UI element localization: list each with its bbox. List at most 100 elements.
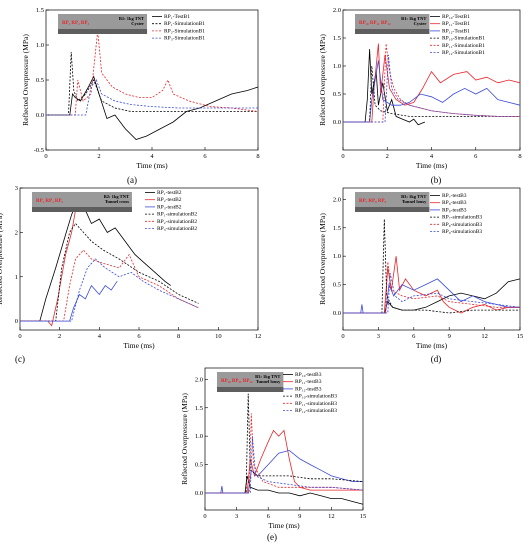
- chart-panel-1: 0 2 4 6 8 0.0 0.5 1.0 1.5 2.0 Time (ms) Reflected O…: [318, 7, 522, 185]
- schematic-points-label: RP₁₀ RP₁₁ RP₁₂: [359, 21, 391, 26]
- schematic-floor: [32, 207, 132, 212]
- series-line: [343, 43, 520, 123]
- schematic-points-label: RP₁₀ RP₁₁ RP₁₂: [221, 379, 253, 384]
- y-tick-label: 1.5: [36, 7, 44, 14]
- x-tick-label: 2: [97, 153, 100, 160]
- x-tick-label: 15: [360, 513, 367, 520]
- legend-label: RP₇-simulationB3: [442, 215, 482, 221]
- x-tick-label: 3: [377, 333, 380, 340]
- schematic-points-label: RP₁ RP₂ RP₃: [36, 199, 63, 204]
- legend-label: RP₁-testB2: [157, 190, 182, 196]
- x-tick-label: 12: [481, 333, 488, 340]
- legend-label: RP₂-SimulationB1: [164, 28, 205, 34]
- x-tick-label: 15: [517, 333, 524, 340]
- series-line: [205, 429, 363, 494]
- legend-label: RP₁-TestB1: [164, 14, 190, 20]
- series-line: [20, 249, 199, 322]
- x-tick-label: 10: [215, 333, 222, 340]
- y-tick-label: 0: [15, 318, 18, 325]
- panel-label: (d): [431, 354, 442, 364]
- x-axis-label: Time (ms): [268, 521, 300, 530]
- x-tick-label: 2: [386, 153, 389, 160]
- y-tick-label: 1.0: [333, 253, 341, 260]
- x-tick-label: 4: [98, 333, 102, 340]
- y-tick-label: 0.5: [333, 282, 341, 289]
- chart-panel-3: 0 3 6 9 12 15 0.0 0.5 1.0 1.5 2.0 Time (ms) Reflecte…: [318, 187, 524, 364]
- x-tick-label: 0: [203, 513, 206, 520]
- legend-label: RP₁₀-TestB1: [442, 14, 470, 20]
- legend-label: RP₃-simulationB2: [157, 226, 197, 232]
- series-line: [343, 278, 521, 314]
- series-line: [205, 436, 364, 494]
- plot-frame: [204, 367, 364, 511]
- schematic-site-label: Tunnel lousy: [256, 379, 281, 384]
- legend-label: RP₁₂-SimulationB1: [442, 50, 485, 56]
- schematic-floor: [217, 387, 284, 392]
- legend-label: RP₈-simulationB3: [442, 222, 482, 228]
- legend-label: RP₈-testB3: [442, 200, 467, 206]
- x-tick-label: 8: [177, 333, 180, 340]
- y-axis-label: Reflected Overpressure (MPa): [0, 213, 4, 305]
- legend-label: RP₁₁-simulationB3: [295, 401, 337, 407]
- y-tick-label: 1.0: [195, 433, 203, 440]
- panel-label: (c): [15, 354, 25, 364]
- y-tick-label: 0.0: [333, 119, 341, 126]
- y-tick-label: 1.5: [195, 405, 203, 412]
- schematic-charge-label: B2: 1kg TNT: [104, 194, 129, 199]
- legend-label: RP₁₀-simulationB3: [295, 394, 337, 400]
- series-line: [343, 273, 521, 314]
- y-tick-label: -0.5: [34, 147, 44, 154]
- schematic-site-label: Cyster: [131, 21, 144, 26]
- legend-label: RP₁-SimulationB1: [164, 21, 205, 27]
- x-tick-label: 0: [44, 153, 47, 160]
- x-tick-label: 8: [518, 153, 521, 160]
- y-tick-label: 1.0: [333, 63, 341, 70]
- series-line: [46, 75, 259, 140]
- y-axis-label: Reflected Overpressure (MPa): [318, 34, 327, 126]
- y-tick-label: 0.5: [36, 77, 44, 84]
- x-tick-label: 0: [341, 153, 344, 160]
- y-tick-label: 1: [15, 274, 18, 281]
- y-tick-label: 2.0: [333, 7, 341, 14]
- y-tick-label: 3: [15, 185, 18, 192]
- y-tick-label: 2.0: [195, 376, 203, 383]
- x-axis-label: Time (ms): [123, 341, 155, 350]
- y-tick-label: 2: [15, 229, 18, 236]
- series-line: [343, 261, 520, 314]
- y-axis-label: Reflected Overpressure (MPa): [318, 213, 327, 305]
- x-tick-label: 4: [430, 153, 434, 160]
- schematic-charge-label: B3: 1kg TNT: [401, 194, 426, 199]
- series-line: [343, 65, 520, 123]
- schematic-site-label: Tunnel cross: [105, 199, 129, 204]
- x-tick-label: 9: [298, 513, 301, 520]
- series-line: [205, 449, 363, 494]
- legend-label: RP₁₀-testB3: [295, 372, 322, 378]
- y-tick-label: 1.5: [333, 35, 341, 42]
- series-line: [46, 79, 258, 116]
- chart-panel-0: 0 2 4 6 8 -0.5 0.0 0.5 1.0 1.5 Time (ms) Reflected …: [21, 7, 260, 185]
- legend-label: RP₁₁-testB3: [295, 379, 322, 385]
- legend-label: RP₉-simulationB3: [442, 229, 482, 235]
- schematic-charge-label: B3: 1kg TNT: [255, 374, 280, 379]
- x-axis-label: Time (ms): [416, 161, 448, 170]
- series-line: [343, 278, 520, 314]
- y-tick-label: 0.0: [36, 112, 44, 119]
- x-tick-label: 4: [150, 153, 154, 160]
- x-tick-label: 3: [235, 513, 238, 520]
- x-axis-label: Time (ms): [416, 341, 448, 350]
- legend-label: RP₉-testB3: [442, 207, 467, 213]
- x-tick-label: 2: [58, 333, 61, 340]
- series-line: [343, 60, 521, 123]
- legend-label: RP₁₂-simulationB3: [295, 408, 337, 414]
- x-tick-label: 0: [18, 333, 21, 340]
- series-line: [343, 49, 426, 126]
- y-tick-label: 0.5: [333, 91, 341, 98]
- series-line: [46, 51, 258, 116]
- legend-label: RP₁₁-TestB1: [442, 21, 470, 27]
- y-tick-label: 1.5: [333, 225, 341, 232]
- x-tick-label: 12: [328, 513, 335, 520]
- legend-label: RP₂-testB2: [157, 197, 182, 203]
- schematic-site-label: Cyster: [414, 21, 427, 26]
